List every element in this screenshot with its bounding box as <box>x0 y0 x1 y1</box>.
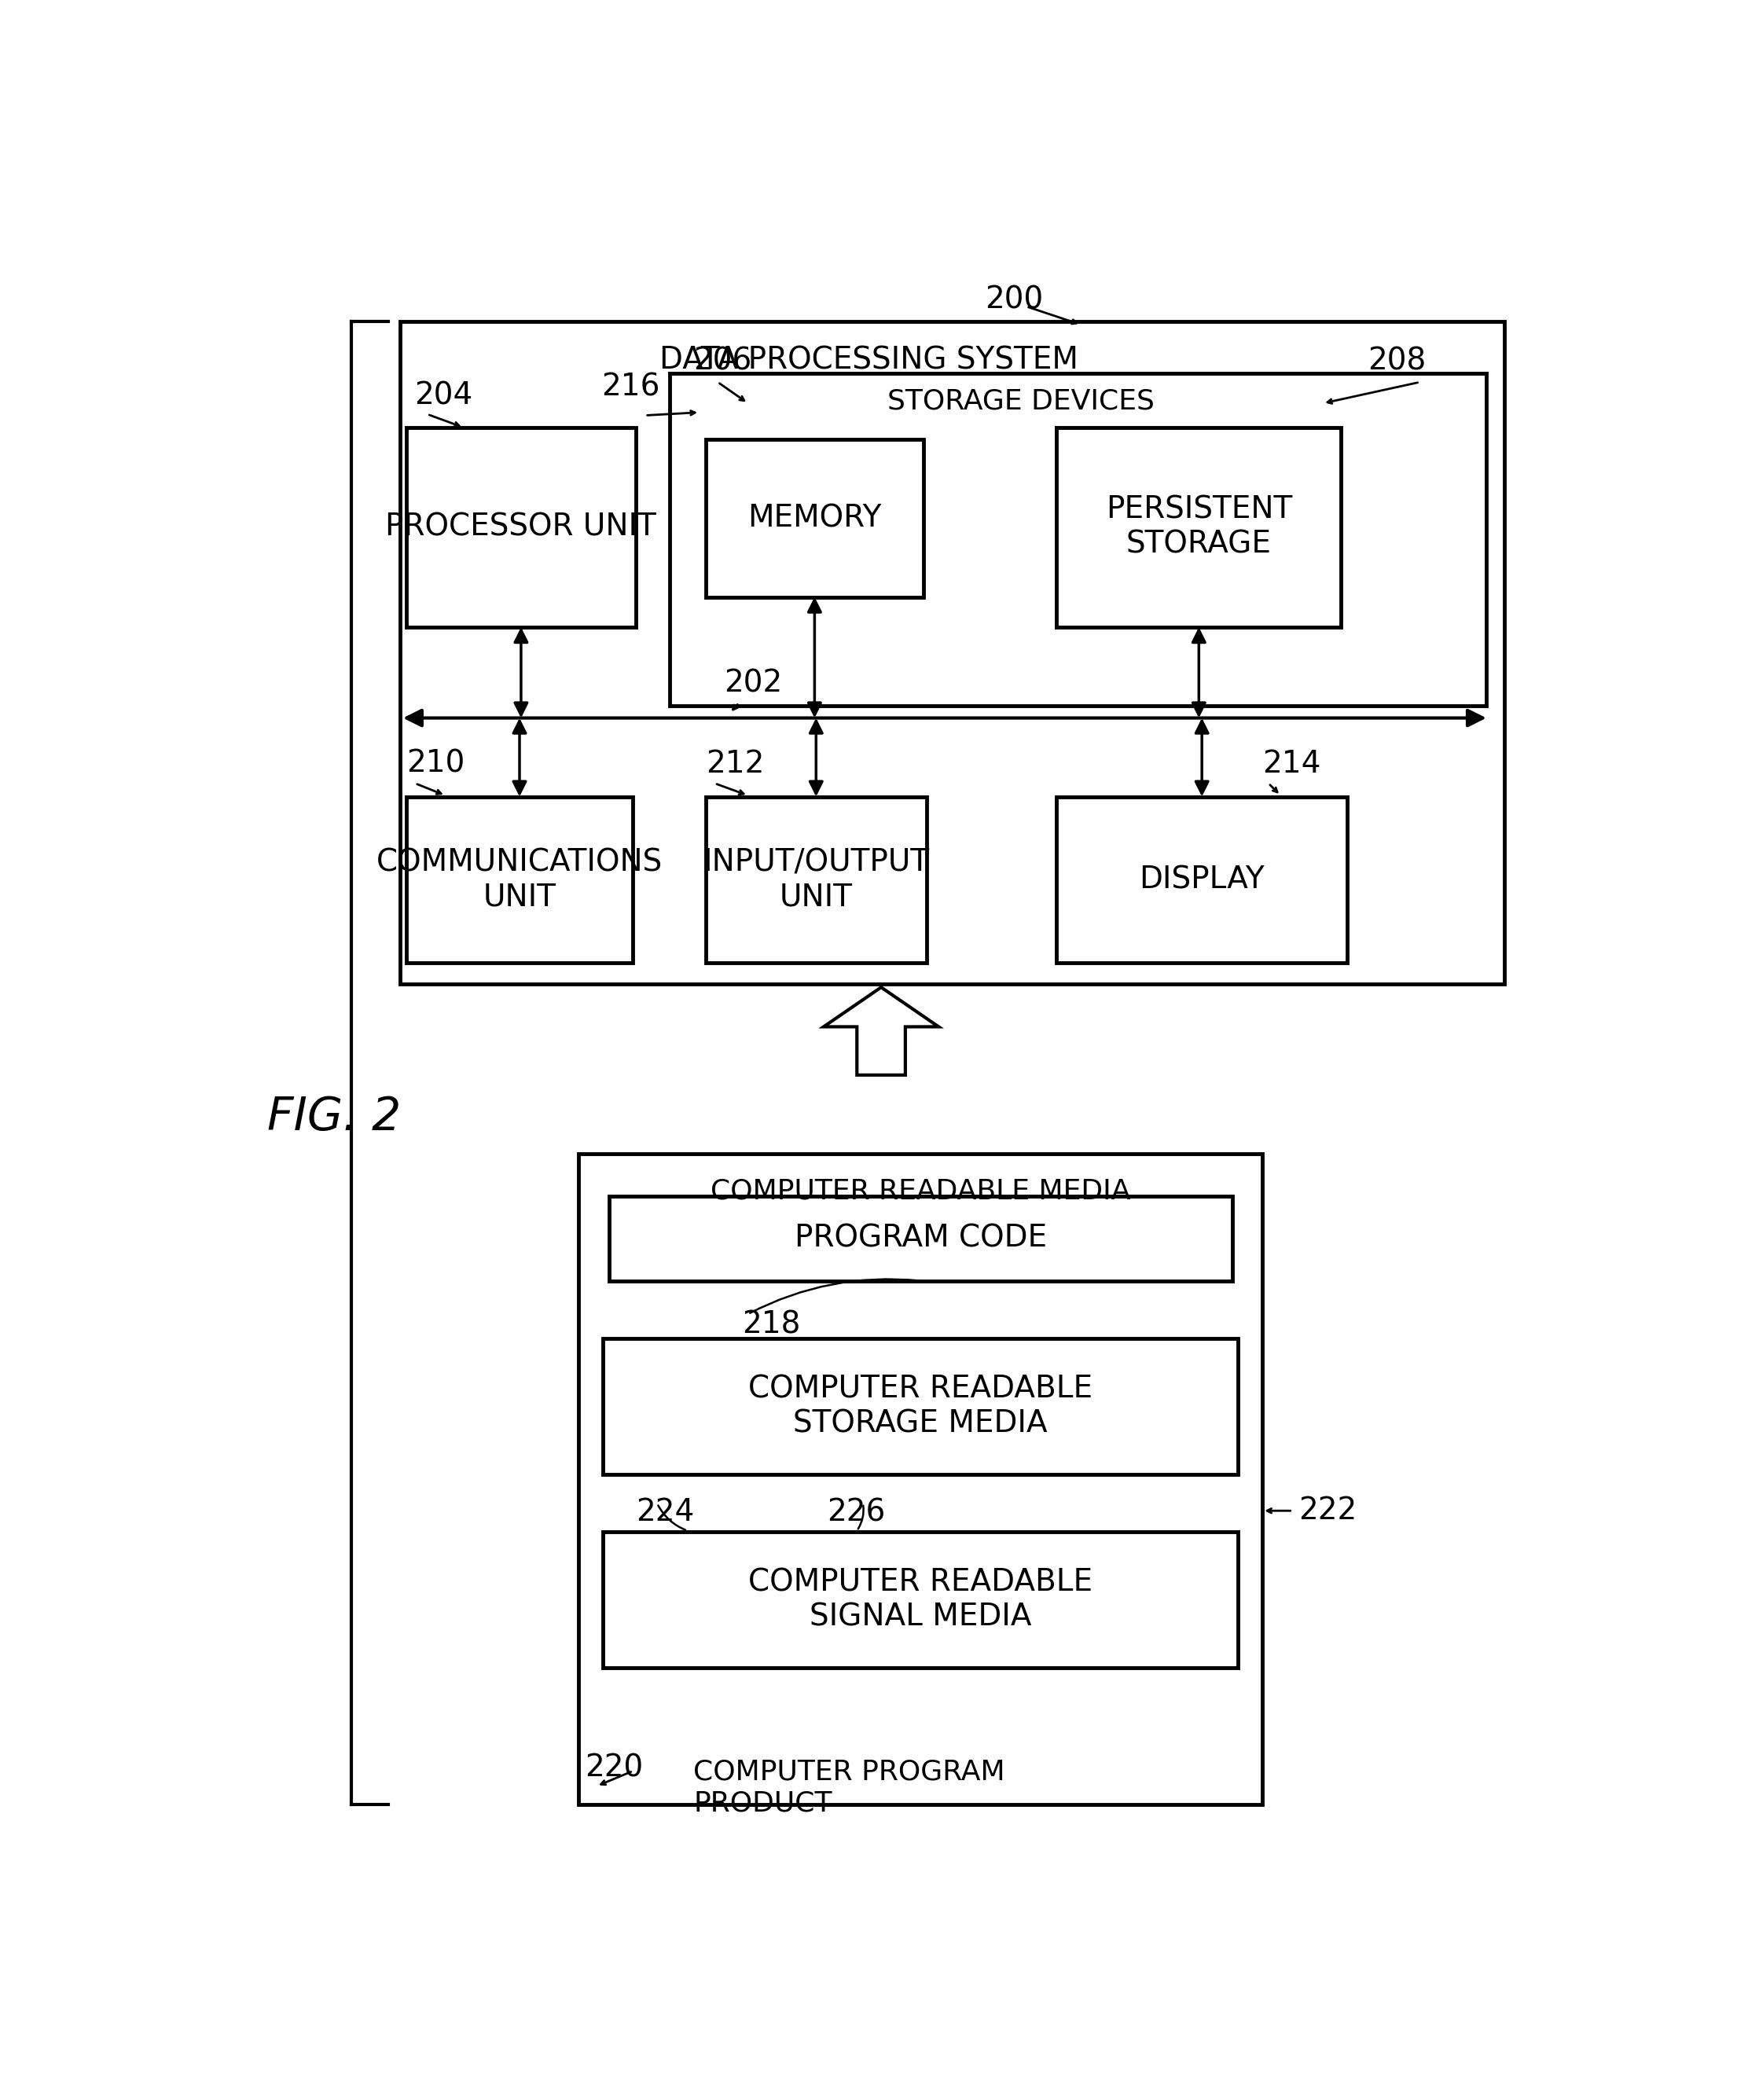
Text: COMPUTER READABLE
SIGNAL MEDIA: COMPUTER READABLE SIGNAL MEDIA <box>749 1569 1093 1632</box>
Polygon shape <box>823 987 938 1075</box>
Text: PROCESSOR UNIT: PROCESSOR UNIT <box>386 512 657 542</box>
Bar <box>578 1153 1263 1804</box>
Text: INPUT/OUTPUT
UNIT: INPUT/OUTPUT UNIT <box>703 848 929 911</box>
Text: DATA PROCESSING SYSTEM: DATA PROCESSING SYSTEM <box>660 346 1079 376</box>
Bar <box>406 428 636 628</box>
Text: MEMORY: MEMORY <box>747 504 882 533</box>
Text: 220: 220 <box>585 1753 643 1783</box>
Bar <box>1056 428 1341 628</box>
Text: COMPUTER READABLE
STORAGE MEDIA: COMPUTER READABLE STORAGE MEDIA <box>749 1373 1093 1438</box>
Text: 204: 204 <box>413 380 472 412</box>
Text: 202: 202 <box>724 668 782 699</box>
Bar <box>1056 796 1348 964</box>
Bar <box>608 1197 1232 1281</box>
Text: STORAGE DEVICES: STORAGE DEVICES <box>888 388 1155 416</box>
Text: 200: 200 <box>985 286 1044 315</box>
Text: COMMUNICATIONS
UNIT: COMMUNICATIONS UNIT <box>377 848 664 911</box>
Text: 226: 226 <box>827 1497 886 1527</box>
Text: 210: 210 <box>406 748 464 779</box>
Text: 206: 206 <box>693 346 752 376</box>
Bar <box>603 1338 1238 1474</box>
Text: 208: 208 <box>1367 346 1426 376</box>
Bar <box>406 796 632 964</box>
Text: PROGRAM CODE: PROGRAM CODE <box>794 1224 1047 1254</box>
Text: 214: 214 <box>1263 748 1320 779</box>
Text: 224: 224 <box>636 1497 695 1527</box>
Bar <box>603 1531 1238 1667</box>
Bar <box>705 439 924 596</box>
Text: 212: 212 <box>705 748 764 779</box>
Text: DISPLAY: DISPLAY <box>1139 865 1265 895</box>
Text: FIG. 2: FIG. 2 <box>267 1094 401 1140</box>
Text: 218: 218 <box>742 1310 801 1340</box>
Text: PERSISTENT
STORAGE: PERSISTENT STORAGE <box>1106 496 1292 559</box>
Text: COMPUTER PROGRAM
PRODUCT: COMPUTER PROGRAM PRODUCT <box>693 1760 1006 1816</box>
Bar <box>705 796 926 964</box>
Bar <box>669 374 1487 706</box>
Bar <box>400 321 1504 985</box>
Text: 222: 222 <box>1299 1495 1357 1527</box>
Text: COMPUTER READABLE MEDIA: COMPUTER READABLE MEDIA <box>710 1178 1131 1205</box>
Text: 216: 216 <box>601 372 660 401</box>
